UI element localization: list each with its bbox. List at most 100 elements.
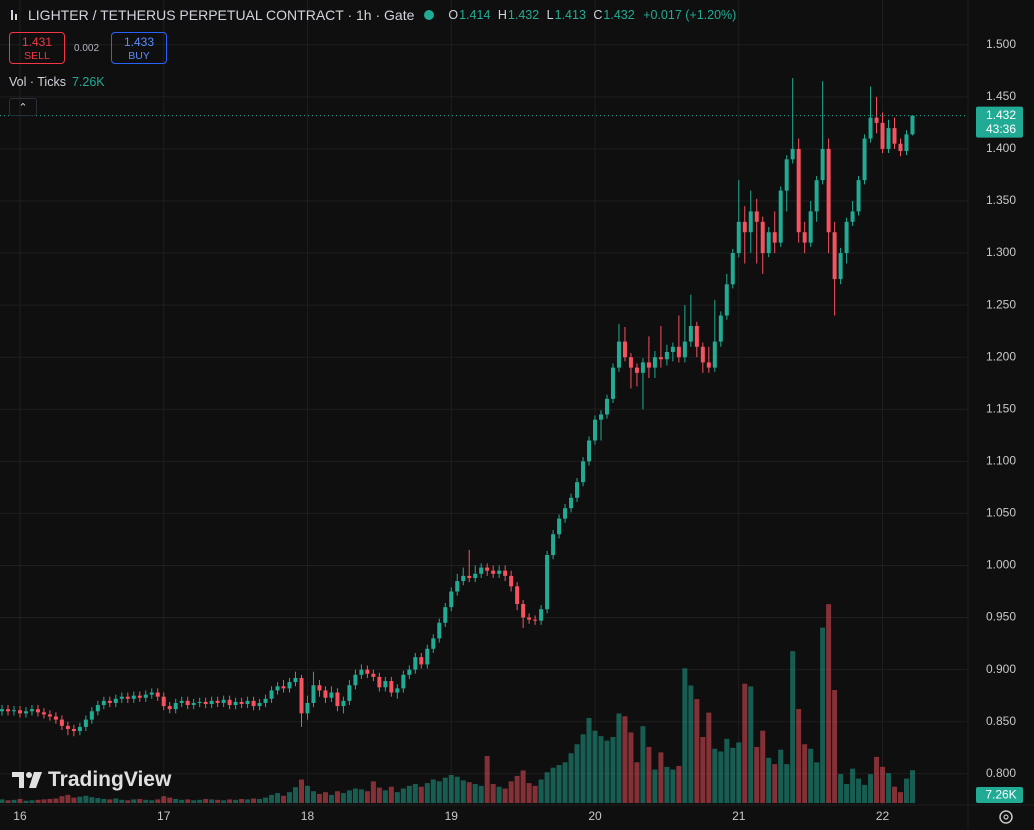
candle-body (137, 695, 142, 698)
volume-bar (179, 799, 185, 803)
x-tick-label: 17 (157, 809, 171, 823)
candle-body (365, 669, 370, 674)
volume-bar (340, 793, 346, 803)
candle-body (359, 669, 364, 675)
volume-bar (155, 799, 161, 803)
candle-body (575, 482, 580, 498)
volume-bar (239, 798, 245, 803)
candle-body (545, 555, 550, 610)
candle-body (233, 701, 238, 706)
volume-bar (293, 787, 299, 803)
candle-body (23, 711, 28, 714)
volume-bar (47, 798, 53, 803)
candle-body (35, 709, 40, 713)
candle-body (646, 362, 651, 368)
volume-bar (382, 790, 388, 803)
candle-body (47, 714, 52, 717)
candle-body (53, 716, 58, 720)
volume-bar (700, 737, 706, 803)
y-tick-label: 0.800 (986, 766, 1016, 780)
price-label-bg (976, 106, 1023, 138)
volume-bar (173, 798, 179, 803)
candle-body (706, 362, 711, 368)
candle-body (299, 677, 304, 714)
volume-bar (472, 784, 478, 803)
settings-button[interactable] (999, 810, 1013, 824)
candle-body (371, 673, 376, 677)
candle-body (161, 696, 166, 707)
candle-body (694, 325, 699, 347)
candle-body (868, 117, 873, 139)
y-tick-label: 1.350 (986, 193, 1016, 207)
candle-body (461, 575, 466, 582)
candle-body (5, 709, 10, 712)
candle-body (904, 134, 909, 152)
volume-bar (892, 786, 898, 803)
legend-label: O (448, 8, 459, 22)
volume-bar (17, 798, 23, 803)
legend-value: 1.432 (603, 8, 635, 22)
candle-body (473, 573, 478, 578)
candle-body (628, 357, 633, 368)
collapse-button[interactable]: ⌃ (9, 98, 37, 116)
volume-value: 7.26K (71, 75, 105, 89)
volume-bar (778, 749, 784, 803)
candle-body (413, 657, 418, 670)
ohlc-legend: O1.414 H1.432 L1.413 C1.432 +0.017 (+1.2… (444, 8, 736, 22)
volume-bar (874, 756, 880, 803)
candle-body (377, 676, 382, 688)
volume-bar (592, 730, 598, 803)
volume-bar (886, 773, 892, 803)
candle-body (610, 367, 615, 399)
candle-body (287, 682, 292, 689)
watermark-text: TradingView (48, 768, 172, 791)
volume-bar (448, 774, 454, 803)
candle-body (395, 688, 400, 693)
candle-body (521, 604, 526, 618)
sell-button[interactable]: 1.431 SELL (9, 32, 65, 64)
candle-body (772, 232, 777, 243)
candle-body (886, 128, 891, 149)
volume-bar (59, 796, 65, 803)
candle-body (347, 685, 352, 701)
legend-value: 1.432 (507, 8, 540, 22)
candle-body (587, 440, 592, 462)
volume-bar (119, 799, 125, 803)
candle-body (77, 726, 82, 732)
volume-bar (358, 789, 364, 803)
candle-body (179, 700, 184, 703)
volume-bar (466, 782, 472, 803)
volume-bar (113, 798, 119, 803)
volume-bar (287, 792, 293, 803)
volume-bar (730, 747, 736, 803)
volume-bar (167, 797, 173, 803)
candle-body (305, 702, 310, 714)
price-label: 1.432 (986, 108, 1016, 122)
volume-bar (442, 777, 448, 803)
y-tick-label: 1.450 (986, 89, 1016, 103)
y-tick-label: 1.100 (986, 454, 1016, 468)
candle-body (131, 695, 136, 699)
volume-bar (502, 788, 508, 803)
volume-bar (748, 686, 754, 803)
candle-body (11, 710, 16, 712)
candle-body (167, 706, 172, 710)
candle-body (742, 221, 747, 233)
sell-price: 1.431 (21, 35, 53, 49)
candle-body (425, 648, 430, 665)
spread: 0.002 (74, 43, 100, 54)
candle-body (311, 685, 316, 703)
candle-body (784, 159, 789, 191)
volume-bar (269, 794, 275, 803)
candle-body (491, 570, 496, 574)
volume-bar (640, 726, 646, 803)
volume-bar (352, 788, 358, 803)
candle-body (599, 414, 603, 420)
volume-bar (903, 778, 909, 803)
buy-button[interactable]: 1.433 BUY (111, 32, 167, 64)
volume-bar (538, 779, 544, 803)
volume-bar (191, 800, 197, 803)
candle-body (329, 692, 334, 698)
volume-bar (197, 799, 203, 803)
candle-body (670, 346, 675, 352)
